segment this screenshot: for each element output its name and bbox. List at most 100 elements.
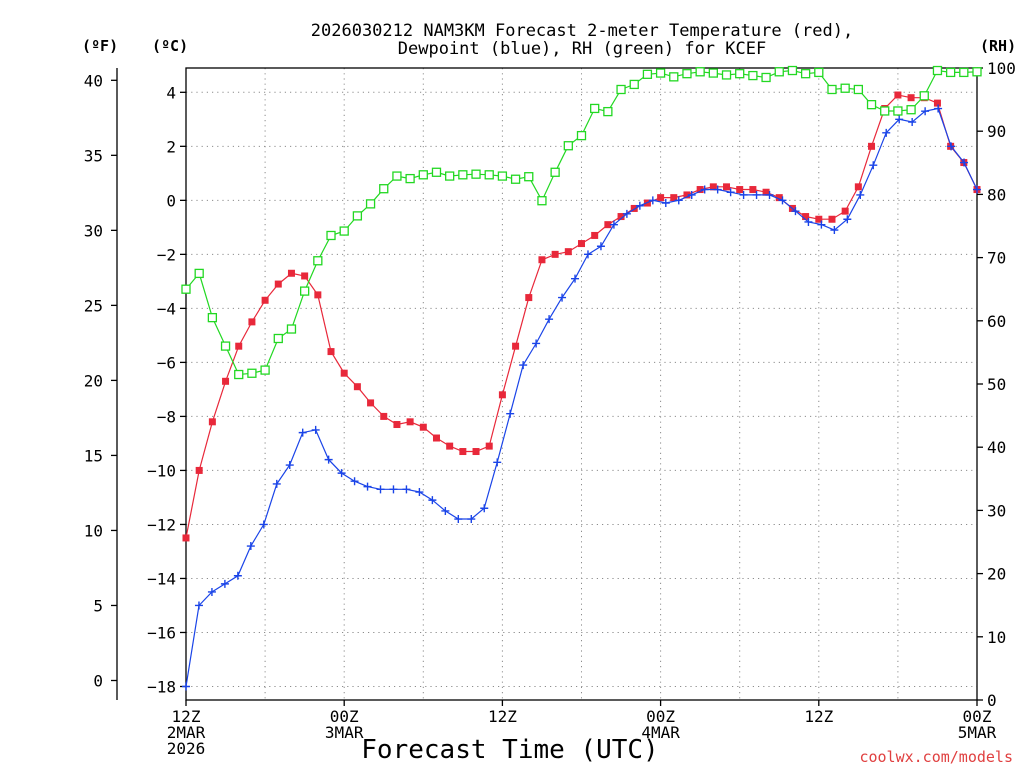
dewpoint-point [415,488,424,497]
rh-tick-label: 90 [987,122,1006,141]
dewpoint-point [661,199,670,208]
dewpoint-point [739,190,748,199]
temperature-point [512,342,520,350]
fahrenheit-tick-label: 30 [84,221,103,240]
fahrenheit-tick-label: 5 [93,596,103,615]
dewpoint-point [869,161,878,170]
rh-point [655,68,666,78]
rh-point [247,368,257,378]
dewpoint-point [532,339,541,348]
rh-point [379,184,389,194]
dewpoint-point [895,115,904,124]
dewpoint-point [363,482,372,491]
temperature-point [696,186,704,194]
rh-point [260,365,270,375]
temperature-point [775,194,783,202]
temperature-point [419,423,427,431]
temperature-point [736,186,744,194]
temperature-point [472,448,480,456]
temperature-point [538,256,546,264]
dewpoint-point [207,587,216,596]
temperature-point [802,213,810,221]
temperature-point [749,186,757,194]
celsius-tick-label: −2 [157,245,176,264]
rh-tick-label: 50 [987,375,1006,394]
temperature-point [353,383,361,391]
rh-point [458,170,468,180]
dewpoint-point [259,520,268,529]
dewpoint-point [583,250,592,259]
dewpoint-point [778,196,787,205]
rh-point [840,83,850,93]
fahrenheit-tick-label: 0 [93,671,103,690]
rh-tick-label: 40 [987,438,1006,457]
temperature-point [261,296,269,304]
temperature-point [591,231,599,239]
rh-point [880,106,890,116]
rh-tick-label: 0 [987,691,997,710]
dewpoint-point [220,579,229,588]
rh-point [708,68,718,78]
rh-point [906,105,916,115]
rh-point [866,100,877,110]
rh-point [814,67,824,78]
dewpoint-point [545,315,554,324]
rh-point [721,70,732,80]
dewpoint-point [298,428,307,437]
temperature-point [406,418,414,426]
dewpoint-point [973,185,981,194]
tick-labels: 0510152025303540−18−16−14−12−10−8−6−4−20… [84,59,1016,758]
chart-title-line-1: 2026030212 NAM3KM Forecast 2-meter Tempe… [311,21,853,41]
time-tick-label: 12Z [172,707,201,726]
dewpoint-point [519,361,528,370]
dewpoint-point [804,217,813,226]
temperature-line [185,94,978,539]
temperature-point [340,369,348,377]
temperature-point [314,291,322,299]
dewpoint-point [402,485,411,494]
rh-point [563,141,573,151]
temperature-point [604,221,612,229]
rh-point [853,84,863,95]
rh-point [365,199,376,209]
rh-point [220,341,231,351]
temperature-point [327,348,335,356]
rh-point [405,173,415,184]
chart-title-line-2: Dewpoint (blue), RH (green) for KCEF [398,39,766,59]
rh-point [194,268,204,279]
temperature-point [709,183,717,191]
celsius-tick-label: 4 [166,83,176,102]
rh-point [735,69,745,79]
temperature-point [446,442,454,450]
temperature-point [657,194,665,202]
temperature-point [762,188,770,196]
celsius-tick-label: −16 [147,623,176,642]
rh-tick-label: 70 [987,249,1006,268]
rh-point [629,79,639,90]
dewpoint-point [285,461,294,470]
rh-point [893,106,903,116]
dewpoint-series [182,104,981,691]
dewpoint-point [571,274,580,283]
rh-point [932,65,943,76]
dewpoint-point [454,515,463,524]
rh-point [313,256,323,266]
temperature-point [854,183,862,191]
fahrenheit-tick-label: 10 [84,521,103,540]
dewpoint-point [337,469,346,478]
temperature-point [301,272,309,280]
dewpoint-point [493,458,502,467]
fahrenheit-tick-label: 15 [84,446,103,465]
celsius-tick-label: −6 [157,353,176,372]
dewpoint-point [467,515,476,524]
rh-point [669,72,679,82]
axes [111,67,983,706]
rh-tick-label: 80 [987,185,1006,204]
rh-tick-label: 30 [987,501,1006,520]
dewpoint-point [934,104,943,113]
time-tick-label: 12Z [804,707,833,726]
credit-link[interactable]: coolwx.com/models [859,748,1013,766]
rh-point [510,174,521,184]
time-tick-label: 00Z [330,707,359,726]
